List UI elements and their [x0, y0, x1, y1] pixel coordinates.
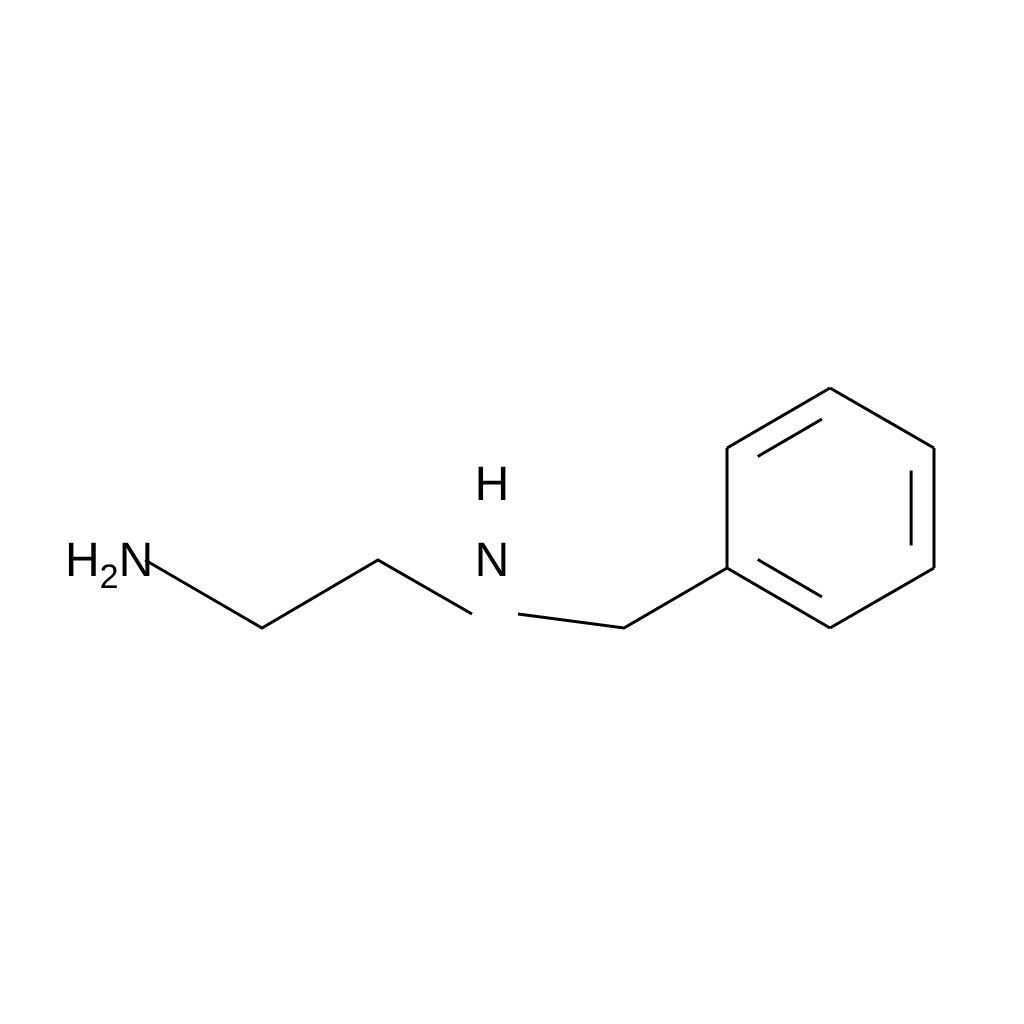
molecule-diagram: H2N N H [0, 0, 1024, 1024]
benzene-ring [727, 388, 934, 628]
nh-label: N [475, 534, 510, 587]
backbone-chain-left [145, 560, 472, 628]
nh2-label: H2N [65, 534, 153, 596]
backbone-chain-right [518, 568, 727, 628]
nh-h-label: H [475, 458, 510, 511]
